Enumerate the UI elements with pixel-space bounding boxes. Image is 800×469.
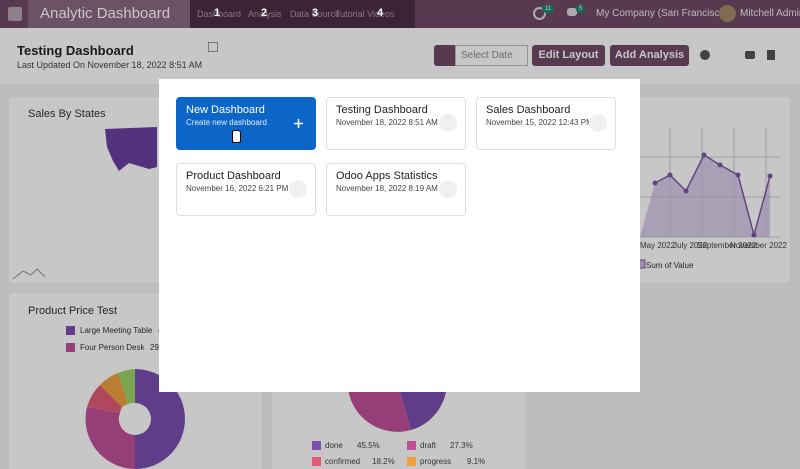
activity-badge: 11	[542, 5, 555, 13]
legend-swatch	[407, 441, 416, 450]
card-subtitle: November 18, 2022 8:19 AM	[336, 184, 438, 193]
company[interactable]: My Company (San Francisco)	[596, 8, 729, 19]
legend-swatch	[66, 343, 75, 352]
menu-shortcut: 2	[261, 7, 268, 19]
dashboard-card[interactable]: Sales Dashboard November 15, 2022 12:43 P…	[476, 97, 616, 150]
legend-value: 45.5%	[357, 441, 380, 450]
menu-item[interactable]: Dashboard	[197, 9, 242, 19]
dashboard-card[interactable]: Product Dashboard November 16, 2022 6:21 …	[176, 163, 316, 216]
legend-value: 9.1%	[467, 457, 486, 466]
dashboard-title: Testing Dashboard	[17, 43, 134, 58]
activity-icon[interactable]	[533, 7, 546, 20]
user[interactable]: Mitchell Admin	[740, 8, 800, 19]
product-donut	[85, 369, 185, 469]
x-axis-label: September 2022	[697, 241, 757, 250]
trash-icon[interactable]	[767, 50, 775, 60]
card-title[interactable]: Product Price Test	[28, 305, 118, 317]
card-subtitle: November 18, 2022 8:51 AM	[336, 118, 438, 127]
legend-label: done	[325, 441, 343, 450]
message-icon[interactable]	[567, 8, 577, 16]
x-axis-label: July 2022	[673, 241, 708, 250]
message-badge: 5	[576, 5, 586, 13]
add-analysis-button[interactable]: Add Analysis	[610, 45, 689, 66]
edit-icon[interactable]	[439, 180, 457, 198]
legend-label: confirmed	[325, 457, 361, 466]
menu-shortcut: 4	[377, 7, 384, 19]
legend-label: Large Meeting Table	[80, 326, 153, 335]
card-subtitle: November 16, 2022 6:21 PM	[186, 184, 289, 193]
card-title: Sales Dashboard	[486, 104, 571, 116]
menu-item[interactable]: Analysis	[248, 9, 282, 19]
palette-icon[interactable]	[700, 50, 710, 60]
dashboard-card[interactable]: Testing Dashboard November 18, 2022 8:51 …	[326, 97, 466, 150]
app-name: Analytic Dashboard	[40, 5, 171, 22]
date-input[interactable]: Select Date	[455, 45, 528, 66]
menu-item[interactable]: Tutorial Videos	[335, 9, 395, 19]
menu-shortcut: 1	[214, 7, 221, 19]
edit-icon[interactable]	[289, 180, 307, 198]
card-title[interactable]: Sales By States	[28, 108, 106, 120]
card-subtitle: Create new dashboard	[186, 118, 267, 127]
legend-label: Four Person Desk	[80, 343, 145, 352]
avatar[interactable]	[719, 5, 736, 22]
new-dashboard-card[interactable]: New Dashboard Create new dashboard	[176, 97, 316, 150]
last-updated: Last Updated On November 18, 2022 8:51 A…	[17, 60, 203, 70]
cursor	[232, 130, 241, 143]
edit-icon[interactable]	[589, 114, 607, 132]
card-title: Odoo Apps Statistics	[336, 170, 438, 182]
x-axis-label: May 2022	[640, 241, 676, 250]
line-legend: Sum of Value	[646, 261, 694, 270]
edit-icon[interactable]	[439, 114, 457, 132]
calendar-icon[interactable]	[434, 45, 455, 66]
plus-glyph	[294, 119, 303, 128]
card-title: New Dashboard	[186, 104, 265, 116]
card-subtitle: November 15, 2022 12:43 PM	[486, 118, 593, 127]
legend-swatch	[312, 457, 321, 466]
legend-swatch	[66, 326, 75, 335]
x-axis-label: November 2022	[730, 241, 787, 250]
legend-swatch	[407, 457, 416, 466]
apps-icon[interactable]	[8, 7, 22, 21]
app-name-bg	[28, 0, 190, 28]
legend-label: progress	[420, 457, 452, 466]
dashboard-card[interactable]: Odoo Apps Statistics November 18, 2022 8:…	[326, 163, 466, 216]
camera-icon[interactable]	[745, 51, 755, 59]
card-title: Testing Dashboard	[336, 104, 428, 116]
legend-label: draft	[420, 441, 437, 450]
line-chart	[636, 127, 780, 269]
edit-layout-button[interactable]: Edit Layout	[532, 45, 605, 66]
card-title: Product Dashboard	[186, 170, 281, 182]
legend-value: 18.2%	[372, 457, 395, 466]
menu-shortcut: 3	[312, 7, 319, 19]
legend-swatch	[312, 441, 321, 450]
map	[12, 127, 157, 280]
external-link-icon[interactable]	[208, 42, 218, 52]
menu-item[interactable]: Data Source	[290, 9, 341, 19]
legend-value: 29.	[150, 343, 162, 352]
plus-icon[interactable]	[294, 115, 303, 128]
menu	[190, 0, 415, 28]
legend-value: 27.3%	[450, 441, 473, 450]
